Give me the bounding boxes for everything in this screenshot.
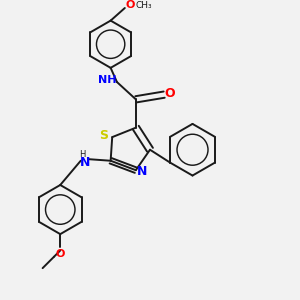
Text: O: O [126,1,135,10]
Text: S: S [99,129,108,142]
Text: N: N [137,165,147,178]
Text: NH: NH [98,75,116,85]
Text: N: N [80,156,90,169]
Text: O: O [164,88,175,100]
Text: CH₃: CH₃ [135,1,152,10]
Text: O: O [56,249,65,259]
Text: H: H [79,150,85,159]
